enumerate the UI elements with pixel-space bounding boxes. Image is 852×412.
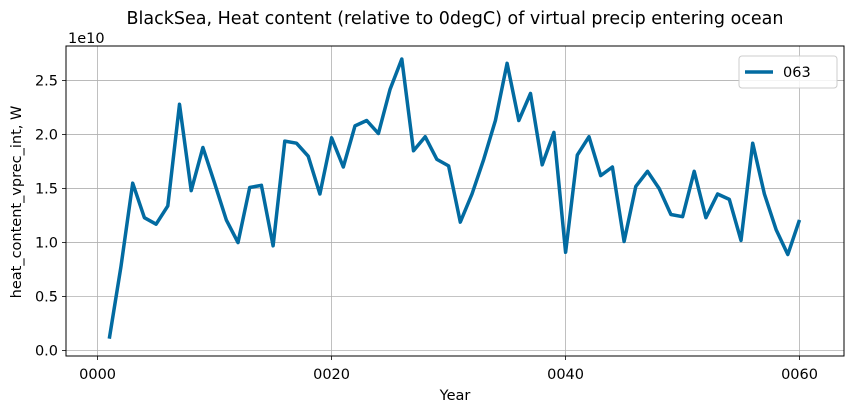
axis-ticks: 0000 0020 0040 0060 0.0 0.5 1.0 1.5 2.0 2.5: [35, 74, 818, 383]
chart-title: BlackSea, Heat content (relative to 0deg…: [127, 9, 784, 29]
series-layer: [107, 57, 802, 339]
y-tick-label: 0.0: [35, 344, 58, 360]
y-tick-label: 2.5: [35, 74, 58, 90]
plot-area-frame: [65, 45, 845, 357]
y-tick-label: 2.0: [35, 128, 58, 144]
x-tick-label: 0040: [547, 367, 584, 383]
x-tick-label: 0000: [79, 367, 116, 383]
y-tick-label: 1.0: [35, 236, 58, 252]
legend-box: [738, 55, 838, 89]
x-tick-label: 0020: [313, 367, 350, 383]
y-tick-label: 1.5: [35, 182, 58, 198]
x-axis-label: Year: [439, 388, 471, 404]
series-line-063: [107, 57, 802, 339]
y-tick-label: 0.5: [35, 290, 58, 306]
x-tick-label: 0060: [781, 367, 818, 383]
legend-label: 063: [783, 65, 811, 81]
legend: 063: [738, 55, 838, 89]
grid-lines: [66, 46, 844, 356]
y-axis-scale-label: 1e10: [68, 31, 105, 47]
y-axis-label: heat_content_vprec_int, W: [9, 106, 25, 299]
